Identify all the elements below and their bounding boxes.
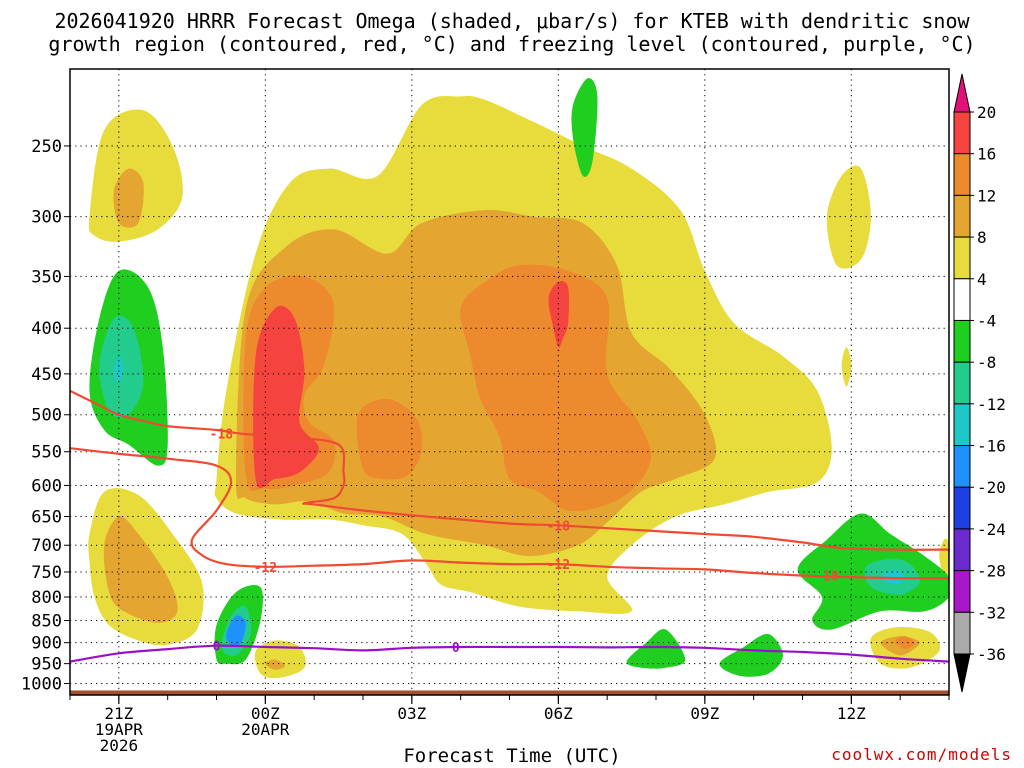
colorbar-bin--32--28	[953, 570, 971, 613]
y-tick-label-1000: 1000	[21, 675, 62, 695]
x-axis-label: Forecast Time (UTC)	[403, 745, 621, 767]
x-tick-label-21Z: 21Z	[104, 704, 133, 723]
colorbar-over-triangle	[953, 73, 971, 113]
plot-inner: -18-18-18-12 -120 0	[70, 69, 949, 695]
colorbar-label--12: -12	[977, 395, 1006, 414]
x-tick-label-03Z: 03Z	[397, 704, 426, 723]
y-tick-label-550: 550	[31, 443, 62, 463]
omega-region-4-11	[254, 640, 306, 679]
chart-title-line1: 2026041920 HRRR Forecast Omega (shaded, …	[54, 9, 970, 33]
omega-region-8-8	[113, 168, 144, 228]
omega-region-8-12	[265, 659, 285, 670]
y-tick-label-700: 700	[31, 536, 62, 556]
y-tick-label-500: 500	[31, 406, 62, 426]
colorbar-bin-4-8	[953, 236, 971, 280]
contour--12C	[70, 447, 949, 580]
colorbar-label--20: -20	[977, 478, 1006, 497]
colorbar-bin--24--20	[953, 486, 971, 530]
colorbar-under-triangle	[953, 653, 971, 693]
colorbar-bin--28--24	[953, 528, 971, 572]
y-tick-label-350: 350	[31, 267, 62, 287]
omega-region--12-22	[114, 356, 124, 383]
colorbar-label-8: 8	[977, 228, 987, 247]
contour-label--12C-0: -12	[254, 561, 277, 576]
omega-region-12-4	[460, 264, 652, 512]
colorbar-label-12: 12	[977, 186, 996, 205]
contour-label--12C-1: -12	[547, 558, 570, 573]
colorbar-label--16: -16	[977, 437, 1006, 456]
y-tick-label-950: 950	[31, 655, 62, 675]
colorbar-label-20: 20	[977, 103, 996, 122]
contour-label-0C-0: 0	[213, 640, 221, 655]
colorbar-bin--36--32	[953, 611, 971, 655]
contour-label-0C-1: 0	[452, 641, 460, 656]
colorbar-label--8: -8	[977, 353, 996, 372]
y-tick-label-850: 850	[31, 612, 62, 632]
contour--18C	[70, 389, 949, 551]
y-tick-label-600: 600	[31, 476, 62, 496]
colorbar-label-4: 4	[977, 270, 987, 289]
omega-region-12-17	[895, 636, 915, 650]
x-tick-label-20APR: 20APR	[241, 720, 290, 739]
omega-region-4-14	[841, 347, 852, 387]
x-tick-label-09Z: 09Z	[690, 704, 719, 723]
y-tick-label-750: 750	[31, 563, 62, 583]
omega-region-16-5	[253, 305, 319, 489]
y-tick-label-400: 400	[31, 319, 62, 339]
contour-label--18C-1: -18	[547, 519, 571, 534]
colorbar-bin-8-12	[953, 194, 971, 238]
contour-0C	[70, 644, 949, 663]
omega-region--4-27	[719, 633, 783, 677]
omega-region--16-25	[226, 615, 246, 646]
omega-region-8-10	[103, 516, 178, 623]
y-tick-label-650: 650	[31, 507, 62, 527]
colorbar-bin-16-20	[953, 111, 971, 155]
terrain-band	[70, 690, 949, 695]
colorbar-legend: 20 16 12 8 4 -4 -8 -12 -16 -20 -24 -28 -32 -36	[953, 73, 1006, 693]
colorbar-bin--20--16	[953, 445, 971, 488]
colorbar-label--32: -32	[977, 603, 1006, 622]
colorbar-bin--16--12	[953, 403, 971, 447]
plot-area: -18-18-18-12 -120 0	[69, 68, 950, 696]
y-tick-label-900: 900	[31, 634, 62, 654]
x-tick-label-12Z: 12Z	[837, 704, 866, 723]
y-tick-label-450: 450	[31, 365, 62, 385]
colorbar-bin--4-4	[953, 278, 971, 321]
omega-region--4-19	[571, 78, 598, 178]
colorbar-bin--12--8	[953, 361, 971, 405]
colorbar-label--28: -28	[977, 562, 1006, 581]
y-tick-label-800: 800	[31, 588, 62, 608]
x-tick-label-06Z: 06Z	[544, 704, 573, 723]
y-tick-label-300: 300	[31, 208, 62, 228]
colorbar-label--4: -4	[977, 311, 996, 330]
colorbar-label--36: -36	[977, 645, 1006, 664]
colorbar-bin--8--4	[953, 319, 971, 363]
contour-label--18C-0: -18	[210, 428, 234, 443]
omega-region-12-3	[356, 398, 423, 480]
x-tick-label-00Z: 00Z	[251, 704, 280, 723]
x-tick-label-19APR: 19APR	[95, 720, 144, 739]
colorbar-label--24: -24	[977, 520, 1006, 539]
colorbar-label-16: 16	[977, 145, 996, 164]
chart-title-line2: growth region (contoured, red, °C) and f…	[48, 32, 976, 56]
x-tick-label-2026: 2026	[100, 736, 139, 755]
credit-link[interactable]: coolwx.com/models	[831, 745, 1012, 764]
colorbar-bin-12-16	[953, 153, 971, 196]
omega-region-4-13	[826, 165, 871, 269]
omega-region--4-26	[626, 629, 686, 669]
pressure-axis: 2503003504004505005506006507007508008509…	[21, 137, 70, 695]
y-tick-label-250: 250	[31, 137, 62, 157]
